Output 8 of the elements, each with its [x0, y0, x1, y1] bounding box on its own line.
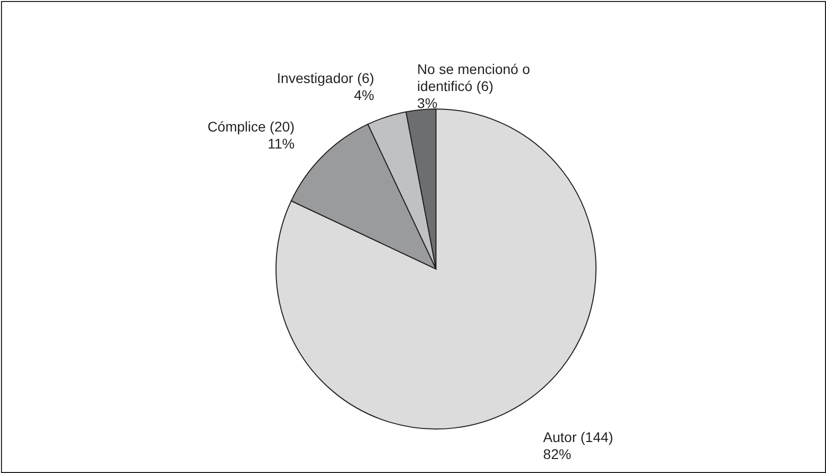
data-label: 4%: [354, 86, 374, 103]
data-label: 82%: [543, 446, 572, 462]
slice-label: No se mencionó o identificó (6): [417, 60, 530, 94]
slice-label: Cómplice (20): [207, 118, 295, 135]
slice-label: Autor (144): [543, 428, 614, 445]
slice-label: Investigador (6): [276, 70, 374, 86]
data-label: 3%: [417, 94, 438, 111]
data-label: 11%: [268, 136, 295, 152]
